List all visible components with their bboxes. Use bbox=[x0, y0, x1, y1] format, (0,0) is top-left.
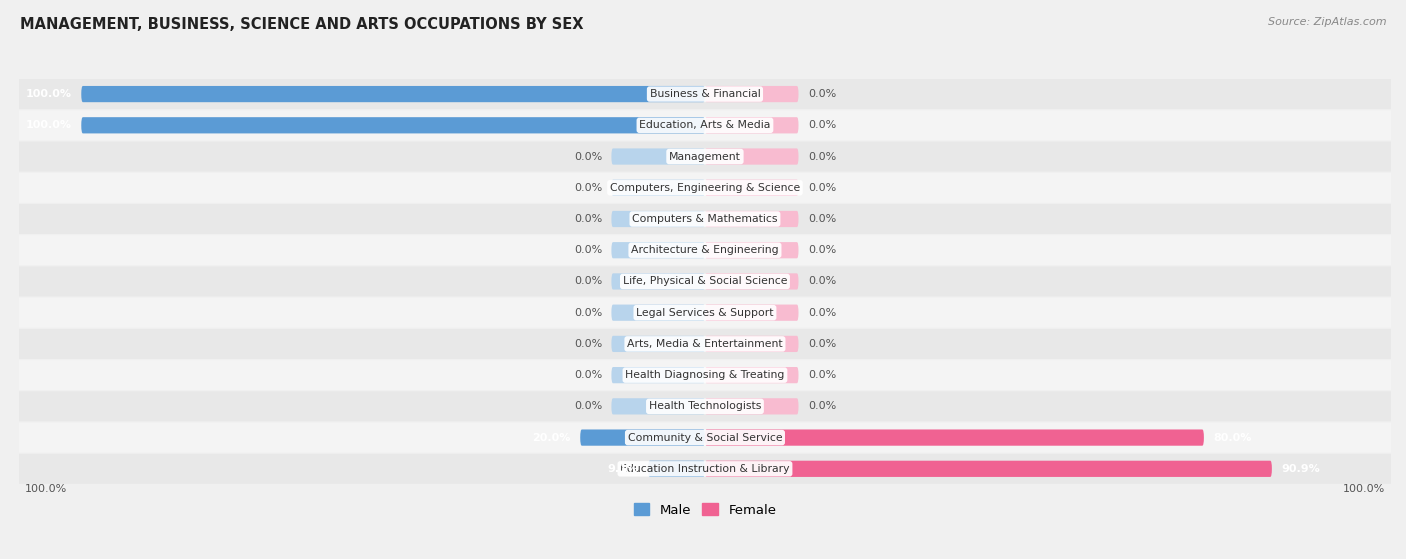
FancyBboxPatch shape bbox=[18, 329, 1391, 359]
Text: Business & Financial: Business & Financial bbox=[650, 89, 761, 99]
FancyBboxPatch shape bbox=[704, 461, 1272, 477]
FancyBboxPatch shape bbox=[704, 242, 799, 258]
Text: 0.0%: 0.0% bbox=[808, 339, 837, 349]
Text: 100.0%: 100.0% bbox=[25, 120, 72, 130]
Text: 100.0%: 100.0% bbox=[25, 89, 72, 99]
Text: 0.0%: 0.0% bbox=[808, 370, 837, 380]
Text: 9.1%: 9.1% bbox=[607, 464, 638, 474]
Text: 0.0%: 0.0% bbox=[574, 339, 602, 349]
Text: 0.0%: 0.0% bbox=[574, 277, 602, 286]
Text: Computers & Mathematics: Computers & Mathematics bbox=[633, 214, 778, 224]
Text: 0.0%: 0.0% bbox=[574, 245, 602, 255]
Text: 0.0%: 0.0% bbox=[574, 307, 602, 318]
Text: 100.0%: 100.0% bbox=[25, 484, 67, 494]
Text: Computers, Engineering & Science: Computers, Engineering & Science bbox=[610, 183, 800, 193]
Text: Health Diagnosing & Treating: Health Diagnosing & Treating bbox=[626, 370, 785, 380]
Text: 0.0%: 0.0% bbox=[808, 89, 837, 99]
Text: 0.0%: 0.0% bbox=[808, 214, 837, 224]
FancyBboxPatch shape bbox=[612, 242, 704, 258]
Text: 100.0%: 100.0% bbox=[1343, 484, 1385, 494]
FancyBboxPatch shape bbox=[612, 179, 704, 196]
Text: 80.0%: 80.0% bbox=[1213, 433, 1251, 443]
FancyBboxPatch shape bbox=[704, 86, 799, 102]
Text: Education Instruction & Library: Education Instruction & Library bbox=[620, 464, 790, 474]
FancyBboxPatch shape bbox=[648, 461, 704, 477]
Text: 0.0%: 0.0% bbox=[808, 277, 837, 286]
Text: 0.0%: 0.0% bbox=[574, 401, 602, 411]
Text: MANAGEMENT, BUSINESS, SCIENCE AND ARTS OCCUPATIONS BY SEX: MANAGEMENT, BUSINESS, SCIENCE AND ARTS O… bbox=[20, 17, 583, 32]
FancyBboxPatch shape bbox=[18, 360, 1391, 390]
Text: 0.0%: 0.0% bbox=[808, 307, 837, 318]
Text: Architecture & Engineering: Architecture & Engineering bbox=[631, 245, 779, 255]
Text: 0.0%: 0.0% bbox=[574, 370, 602, 380]
Text: 0.0%: 0.0% bbox=[808, 401, 837, 411]
Text: Arts, Media & Entertainment: Arts, Media & Entertainment bbox=[627, 339, 783, 349]
FancyBboxPatch shape bbox=[704, 179, 799, 196]
Text: Education, Arts & Media: Education, Arts & Media bbox=[640, 120, 770, 130]
FancyBboxPatch shape bbox=[82, 86, 704, 102]
FancyBboxPatch shape bbox=[612, 305, 704, 321]
FancyBboxPatch shape bbox=[704, 273, 799, 290]
Text: 0.0%: 0.0% bbox=[808, 120, 837, 130]
FancyBboxPatch shape bbox=[18, 110, 1391, 140]
Text: 0.0%: 0.0% bbox=[574, 151, 602, 162]
FancyBboxPatch shape bbox=[18, 141, 1391, 172]
FancyBboxPatch shape bbox=[704, 117, 799, 134]
Text: Legal Services & Support: Legal Services & Support bbox=[636, 307, 773, 318]
FancyBboxPatch shape bbox=[704, 336, 799, 352]
FancyBboxPatch shape bbox=[18, 423, 1391, 453]
Text: Health Technologists: Health Technologists bbox=[648, 401, 761, 411]
Text: Management: Management bbox=[669, 151, 741, 162]
FancyBboxPatch shape bbox=[18, 454, 1391, 484]
FancyBboxPatch shape bbox=[612, 211, 704, 227]
Text: 0.0%: 0.0% bbox=[574, 183, 602, 193]
FancyBboxPatch shape bbox=[18, 391, 1391, 421]
Text: 0.0%: 0.0% bbox=[808, 151, 837, 162]
FancyBboxPatch shape bbox=[18, 298, 1391, 328]
FancyBboxPatch shape bbox=[612, 273, 704, 290]
FancyBboxPatch shape bbox=[18, 204, 1391, 234]
FancyBboxPatch shape bbox=[704, 148, 799, 165]
FancyBboxPatch shape bbox=[704, 367, 799, 383]
Text: 0.0%: 0.0% bbox=[808, 245, 837, 255]
FancyBboxPatch shape bbox=[18, 267, 1391, 296]
Text: 90.9%: 90.9% bbox=[1281, 464, 1320, 474]
Text: Community & Social Service: Community & Social Service bbox=[627, 433, 782, 443]
Text: 0.0%: 0.0% bbox=[574, 214, 602, 224]
FancyBboxPatch shape bbox=[612, 336, 704, 352]
Text: Source: ZipAtlas.com: Source: ZipAtlas.com bbox=[1268, 17, 1386, 27]
Text: 20.0%: 20.0% bbox=[533, 433, 571, 443]
FancyBboxPatch shape bbox=[704, 211, 799, 227]
FancyBboxPatch shape bbox=[18, 235, 1391, 265]
FancyBboxPatch shape bbox=[612, 367, 704, 383]
FancyBboxPatch shape bbox=[18, 173, 1391, 203]
FancyBboxPatch shape bbox=[612, 148, 704, 165]
Text: Life, Physical & Social Science: Life, Physical & Social Science bbox=[623, 277, 787, 286]
Text: 0.0%: 0.0% bbox=[808, 183, 837, 193]
FancyBboxPatch shape bbox=[704, 429, 1204, 446]
FancyBboxPatch shape bbox=[581, 429, 704, 446]
FancyBboxPatch shape bbox=[612, 398, 704, 414]
FancyBboxPatch shape bbox=[704, 305, 799, 321]
FancyBboxPatch shape bbox=[704, 398, 799, 414]
FancyBboxPatch shape bbox=[18, 79, 1391, 109]
Legend: Male, Female: Male, Female bbox=[628, 498, 782, 522]
FancyBboxPatch shape bbox=[82, 117, 704, 134]
